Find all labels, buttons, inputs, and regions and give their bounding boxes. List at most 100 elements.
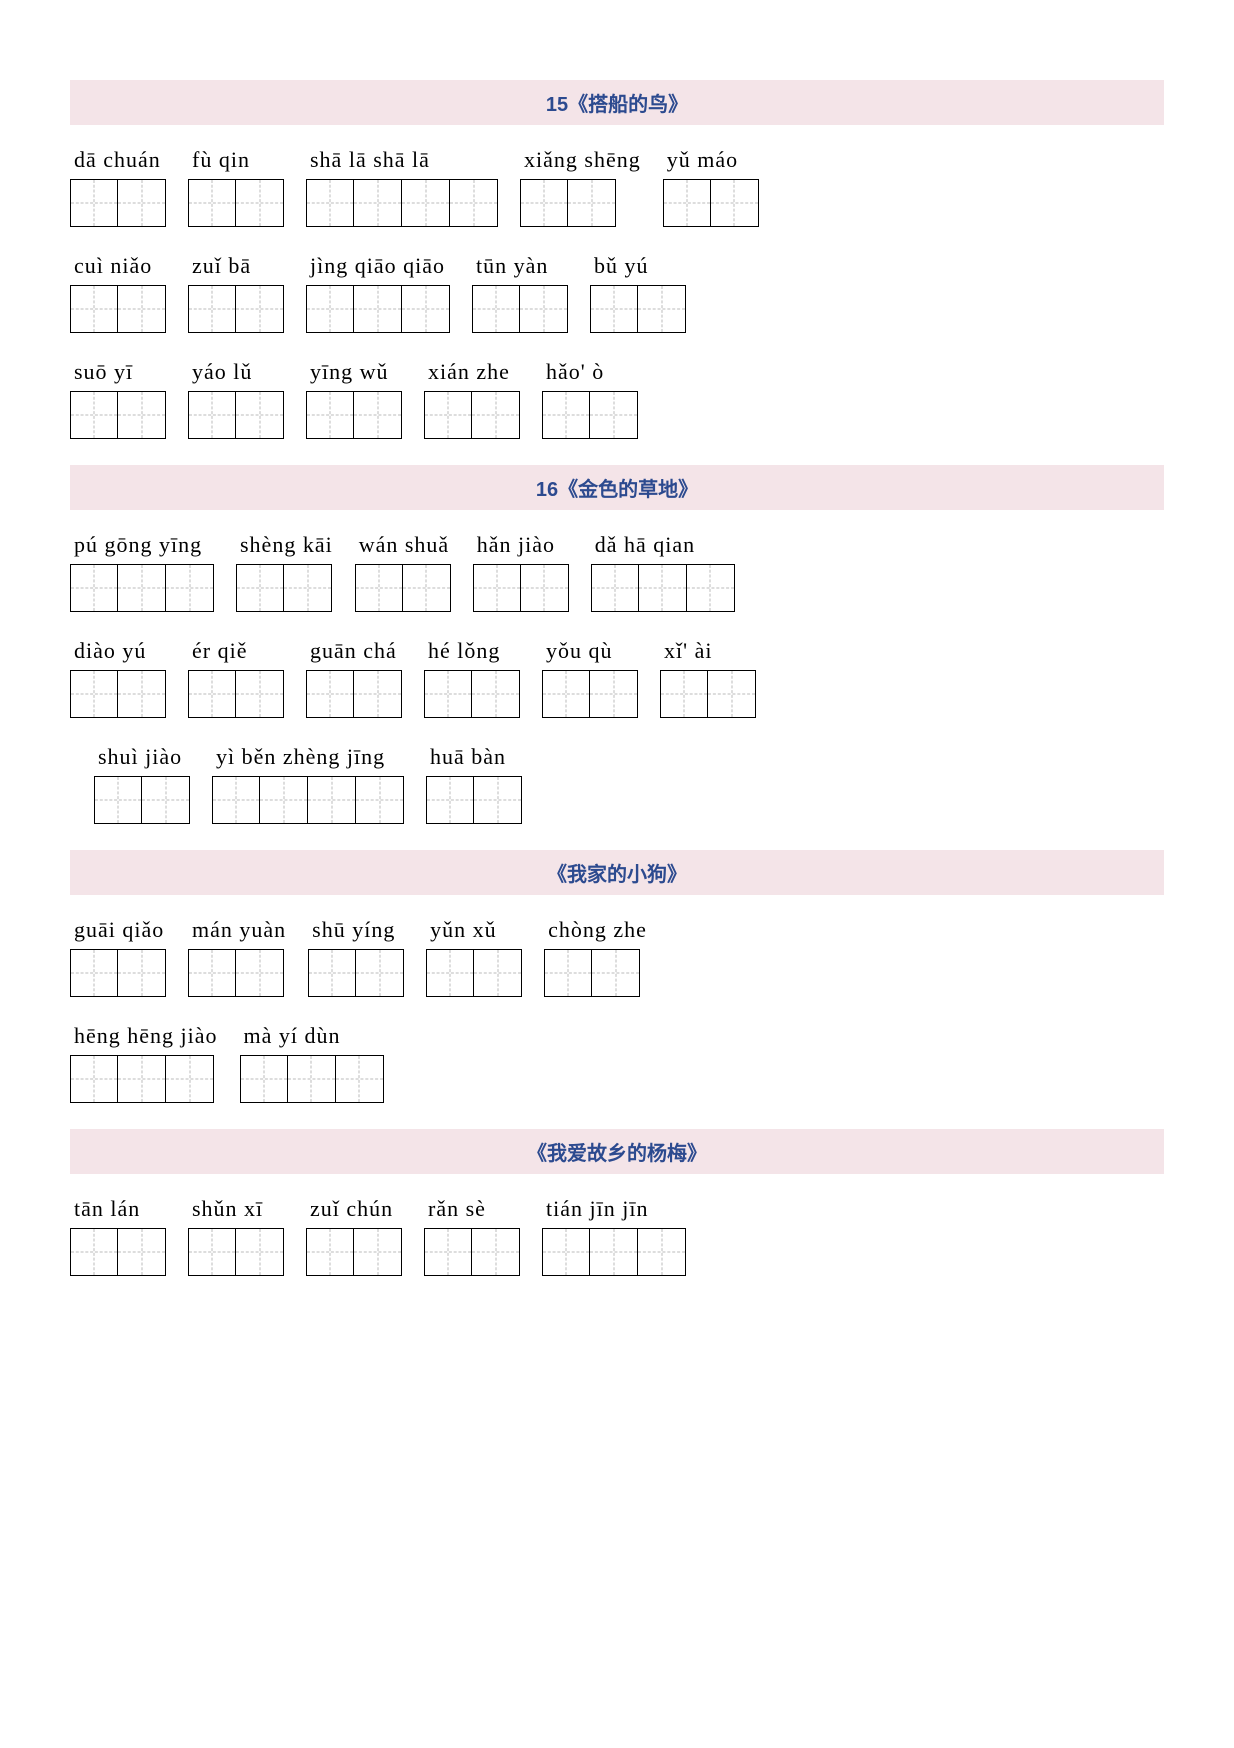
char-box[interactable] [118, 670, 166, 718]
char-box[interactable] [426, 949, 474, 997]
char-box[interactable] [118, 949, 166, 997]
pinyin-label: shā lā shā lā [306, 147, 430, 173]
char-box[interactable] [450, 179, 498, 227]
char-box[interactable] [590, 285, 638, 333]
char-box[interactable] [354, 670, 402, 718]
char-box[interactable] [142, 776, 190, 824]
char-box[interactable] [472, 285, 520, 333]
char-box[interactable] [354, 285, 402, 333]
char-box[interactable] [284, 564, 332, 612]
char-box[interactable] [236, 564, 284, 612]
char-box[interactable] [356, 949, 404, 997]
char-box[interactable] [236, 179, 284, 227]
char-box[interactable] [402, 179, 450, 227]
char-box[interactable] [424, 1228, 472, 1276]
char-box[interactable] [708, 670, 756, 718]
char-box[interactable] [70, 1055, 118, 1103]
char-box[interactable] [472, 1228, 520, 1276]
char-box[interactable] [260, 776, 308, 824]
word-group: zuǐ chún [306, 1196, 402, 1276]
char-box[interactable] [403, 564, 451, 612]
char-box[interactable] [188, 670, 236, 718]
char-box[interactable] [70, 564, 118, 612]
char-box[interactable] [687, 564, 735, 612]
char-box[interactable] [591, 564, 639, 612]
char-box[interactable] [240, 1055, 288, 1103]
char-box[interactable] [118, 391, 166, 439]
char-box[interactable] [542, 391, 590, 439]
char-box[interactable] [356, 776, 404, 824]
char-box[interactable] [118, 179, 166, 227]
char-boxes [70, 179, 166, 227]
char-box[interactable] [288, 1055, 336, 1103]
pinyin-label: suō yī [70, 359, 133, 385]
char-box[interactable] [236, 670, 284, 718]
char-box[interactable] [306, 285, 354, 333]
char-box[interactable] [306, 179, 354, 227]
char-box[interactable] [590, 670, 638, 718]
char-box[interactable] [424, 391, 472, 439]
char-box[interactable] [542, 670, 590, 718]
char-box[interactable] [306, 670, 354, 718]
char-box[interactable] [472, 391, 520, 439]
char-box[interactable] [166, 564, 214, 612]
char-box[interactable] [520, 285, 568, 333]
char-box[interactable] [336, 1055, 384, 1103]
pinyin-label: shèng kāi [236, 532, 333, 558]
char-box[interactable] [70, 179, 118, 227]
char-box[interactable] [592, 949, 640, 997]
char-box[interactable] [212, 776, 260, 824]
char-box[interactable] [520, 179, 568, 227]
char-box[interactable] [118, 1055, 166, 1103]
char-box[interactable] [354, 1228, 402, 1276]
word-group: tián jīn jīn [542, 1196, 686, 1276]
char-box[interactable] [188, 949, 236, 997]
char-box[interactable] [70, 391, 118, 439]
char-box[interactable] [660, 670, 708, 718]
char-box[interactable] [639, 564, 687, 612]
char-box[interactable] [355, 564, 403, 612]
char-box[interactable] [402, 285, 450, 333]
char-box[interactable] [188, 285, 236, 333]
char-box[interactable] [354, 391, 402, 439]
char-box[interactable] [306, 1228, 354, 1276]
char-box[interactable] [70, 949, 118, 997]
char-boxes [70, 1055, 214, 1103]
char-box[interactable] [568, 179, 616, 227]
char-box[interactable] [118, 1228, 166, 1276]
char-box[interactable] [544, 949, 592, 997]
char-box[interactable] [308, 776, 356, 824]
char-box[interactable] [188, 1228, 236, 1276]
char-box[interactable] [118, 564, 166, 612]
char-box[interactable] [188, 179, 236, 227]
char-box[interactable] [424, 670, 472, 718]
char-box[interactable] [354, 179, 402, 227]
char-box[interactable] [306, 391, 354, 439]
char-box[interactable] [188, 391, 236, 439]
char-box[interactable] [236, 1228, 284, 1276]
char-box[interactable] [542, 1228, 590, 1276]
char-box[interactable] [94, 776, 142, 824]
char-box[interactable] [308, 949, 356, 997]
char-box[interactable] [70, 1228, 118, 1276]
char-box[interactable] [590, 391, 638, 439]
char-box[interactable] [474, 776, 522, 824]
char-box[interactable] [474, 949, 522, 997]
char-box[interactable] [472, 670, 520, 718]
char-box[interactable] [473, 564, 521, 612]
char-box[interactable] [638, 1228, 686, 1276]
char-box[interactable] [711, 179, 759, 227]
char-box[interactable] [521, 564, 569, 612]
char-box[interactable] [236, 285, 284, 333]
char-box[interactable] [70, 670, 118, 718]
char-box[interactable] [236, 949, 284, 997]
char-box[interactable] [118, 285, 166, 333]
char-box[interactable] [638, 285, 686, 333]
char-box[interactable] [426, 776, 474, 824]
char-box[interactable] [590, 1228, 638, 1276]
char-box[interactable] [236, 391, 284, 439]
char-box[interactable] [663, 179, 711, 227]
char-box[interactable] [70, 285, 118, 333]
char-box[interactable] [166, 1055, 214, 1103]
word-group: dǎ hā qian [591, 532, 735, 612]
